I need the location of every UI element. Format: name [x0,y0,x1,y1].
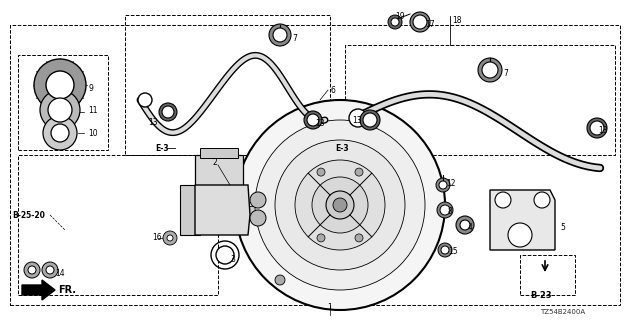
Bar [10,25,620,305]
Bar [18,55,108,150]
Circle shape [391,18,399,26]
Circle shape [28,266,36,274]
Circle shape [250,210,266,226]
Text: 12: 12 [446,179,456,188]
Text: 13: 13 [315,118,324,127]
Circle shape [460,220,470,230]
Circle shape [456,216,474,234]
Text: 1: 1 [328,303,332,313]
Bar [520,255,575,295]
Text: B-23: B-23 [530,291,552,300]
Circle shape [250,192,266,208]
Circle shape [235,100,445,310]
Circle shape [216,246,234,264]
Circle shape [46,71,74,99]
Circle shape [355,234,363,242]
Bar [18,155,218,295]
Text: 11: 11 [88,106,97,115]
Circle shape [295,160,385,250]
Text: 8: 8 [447,207,452,217]
Circle shape [534,192,550,208]
Circle shape [349,109,367,127]
Text: 4: 4 [468,223,473,233]
Circle shape [437,202,453,218]
Circle shape [326,191,354,219]
Text: 5: 5 [560,223,565,233]
Text: 19: 19 [395,12,404,20]
Circle shape [43,116,77,150]
Circle shape [436,178,450,192]
Circle shape [307,114,319,126]
Circle shape [167,235,173,241]
Polygon shape [195,185,250,235]
Circle shape [48,98,72,122]
Circle shape [40,90,80,130]
Circle shape [413,15,427,29]
Circle shape [438,243,452,257]
Text: B-25-20: B-25-20 [12,211,45,220]
Circle shape [587,118,607,138]
Circle shape [363,113,377,127]
Circle shape [440,205,450,215]
Circle shape [275,275,285,285]
Circle shape [439,181,447,189]
Polygon shape [22,280,55,300]
Bar [248,206,263,218]
Text: E-3: E-3 [155,143,168,153]
Text: 10: 10 [88,129,98,138]
Circle shape [275,140,405,270]
Text: 16: 16 [152,234,162,243]
Text: 6: 6 [330,85,335,94]
Text: 17: 17 [425,20,435,28]
Text: 7: 7 [503,68,508,77]
Circle shape [317,234,325,242]
Text: 13: 13 [598,125,607,134]
Bar [345,45,615,155]
Circle shape [51,124,69,142]
Circle shape [388,15,402,29]
Circle shape [508,223,532,247]
Bar [180,185,200,235]
Circle shape [273,28,287,42]
Circle shape [304,111,322,129]
Circle shape [163,231,177,245]
Circle shape [333,198,347,212]
Circle shape [255,120,425,290]
Bar [195,155,243,187]
Circle shape [46,266,54,274]
Circle shape [317,168,325,176]
Text: 14: 14 [55,268,65,277]
Text: 2: 2 [212,157,217,166]
Bar [125,15,330,155]
Circle shape [355,168,363,176]
Circle shape [590,121,604,135]
Circle shape [34,59,86,111]
Text: 13: 13 [352,116,362,124]
Circle shape [312,177,368,233]
Circle shape [159,103,177,121]
Circle shape [410,12,430,32]
Circle shape [162,106,174,118]
Text: 3: 3 [230,255,235,265]
Circle shape [42,262,58,278]
Bar [200,148,238,158]
Circle shape [441,246,449,254]
Text: E-3: E-3 [335,143,349,153]
Text: TZ54B2400A: TZ54B2400A [540,309,585,315]
Circle shape [24,262,40,278]
Text: 7: 7 [292,34,297,43]
Polygon shape [490,190,555,250]
Text: 9: 9 [88,84,93,92]
Circle shape [495,192,511,208]
Text: 15: 15 [448,247,458,257]
Text: 13: 13 [148,117,157,126]
Circle shape [138,93,152,107]
Circle shape [482,62,498,78]
Text: FR.: FR. [58,285,76,295]
Circle shape [269,24,291,46]
Circle shape [360,110,380,130]
Text: 18: 18 [452,15,461,25]
Circle shape [478,58,502,82]
